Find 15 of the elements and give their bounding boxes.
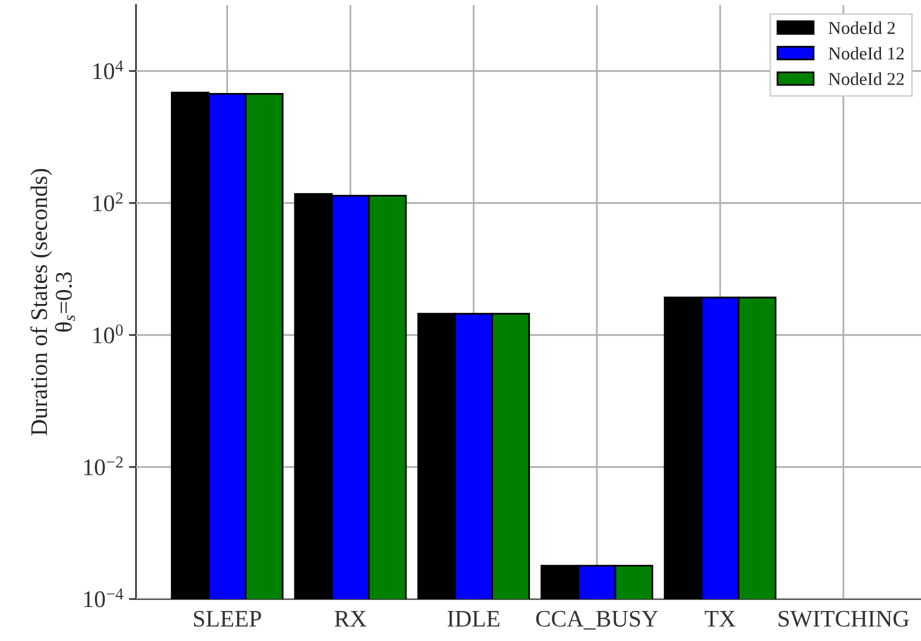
x-tick-label: RX bbox=[334, 611, 366, 626]
x-tick-label: SLEEP bbox=[194, 610, 262, 627]
y-tick-label: 10$^{4}$ bbox=[93, 60, 124, 80]
y-tick-label: 10$^{−4}$ bbox=[84, 588, 124, 608]
y-tick-label: 10$^{0}$ bbox=[93, 324, 123, 344]
legend-label: NodeId 2 bbox=[828, 21, 895, 34]
x-tick-label: SWITCHING bbox=[778, 610, 909, 627]
x-tick-label: TX bbox=[704, 611, 736, 626]
legend-label: NodeId 12 bbox=[828, 46, 904, 60]
x-tick-label: CCA_BUSY bbox=[536, 610, 658, 630]
x-tick-label: IDLE bbox=[448, 611, 500, 627]
y-tick-label: 10$^{2}$ bbox=[93, 192, 123, 212]
legend-label: NodeId 22 bbox=[828, 72, 904, 86]
y-tick-label: 10$^{−2}$ bbox=[84, 456, 123, 476]
y-axis-title: Duration of States (seconds) θ$_{s}$=0.3 bbox=[30, 168, 75, 436]
